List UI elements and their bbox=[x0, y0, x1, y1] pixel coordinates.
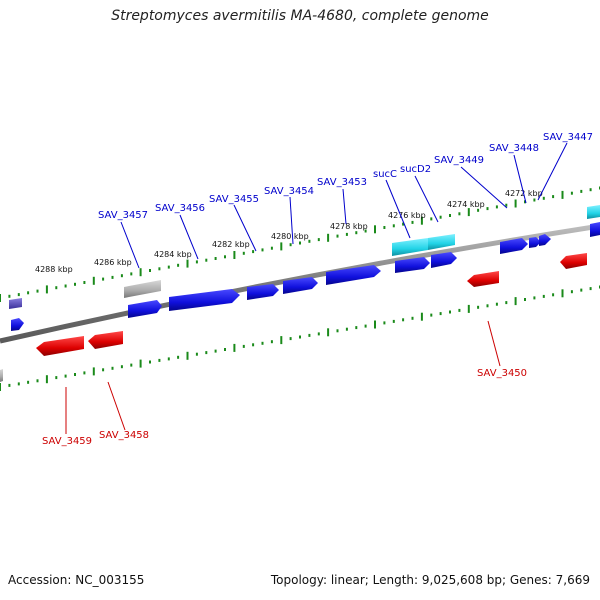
gene-arrow-sav3448[interactable] bbox=[529, 237, 541, 248]
gene-arrow-cyan-edge[interactable] bbox=[587, 205, 600, 219]
gene-label-sav3456[interactable]: SAV_3456 bbox=[155, 203, 205, 214]
gene-arrow-sucd2[interactable] bbox=[428, 234, 455, 250]
gene-arrow-red-edge[interactable] bbox=[560, 253, 587, 269]
scale-label: 4284 kbp bbox=[154, 250, 192, 259]
gene-label-sav3453[interactable]: SAV_3453 bbox=[317, 177, 367, 188]
gene-arrow-sav3450[interactable] bbox=[467, 271, 499, 287]
gene-arrow-sav3447[interactable] bbox=[539, 234, 551, 246]
scale-label: 4280 kbp bbox=[271, 232, 309, 241]
gene-label-sav3455[interactable]: SAV_3455 bbox=[209, 194, 259, 205]
gene-arrow-succ-forward[interactable] bbox=[395, 257, 430, 273]
gene-arrow-gray-edge[interactable] bbox=[0, 369, 3, 382]
gene-arrow-succ[interactable] bbox=[392, 238, 428, 256]
gene-arrow-sav3453[interactable] bbox=[326, 265, 381, 285]
gene-label-sav3447[interactable]: SAV_3447 bbox=[543, 132, 593, 143]
gene-label-sucd2[interactable]: sucD2 bbox=[400, 164, 431, 175]
gene-arrow-sav3455[interactable] bbox=[247, 284, 279, 300]
gene-label-sav3450[interactable]: SAV_3450 bbox=[477, 368, 527, 379]
gene-label-succ[interactable]: sucC bbox=[373, 169, 397, 180]
genome-title: Streptomyces avermitilis MA-4680, comple… bbox=[111, 8, 489, 24]
label-leader-lines bbox=[65, 142, 568, 434]
gene-label-sav3449[interactable]: SAV_3449 bbox=[434, 155, 484, 166]
gene-label-sav3454[interactable]: SAV_3454 bbox=[264, 186, 314, 197]
scale-label: 4282 kbp bbox=[212, 240, 250, 249]
gene-arrow-sucd2-forward[interactable] bbox=[431, 252, 457, 268]
scale-ticks-upper bbox=[0, 186, 600, 302]
gene-arrow-sav3457[interactable] bbox=[124, 280, 161, 298]
gene-arrow-sav3458[interactable] bbox=[88, 331, 123, 349]
gene-arrow-sav3454[interactable] bbox=[283, 277, 318, 294]
gene-label-sav3458[interactable]: SAV_3458 bbox=[99, 430, 149, 441]
gene-arrow-sav3457-forward[interactable] bbox=[128, 300, 162, 318]
scale-label: 4288 kbp bbox=[35, 265, 73, 274]
scale-label: 4286 kbp bbox=[94, 258, 132, 267]
gene-label-sav3457[interactable]: SAV_3457 bbox=[98, 210, 148, 221]
gene-arrow-blue-edge[interactable] bbox=[590, 222, 600, 237]
scale-label: 4274 kbp bbox=[447, 200, 485, 209]
reverse-genes bbox=[0, 253, 587, 382]
scale-labels: 4288 kbp 4286 kbp 4284 kbp 4282 kbp 4280… bbox=[35, 189, 543, 274]
forward-genes bbox=[9, 205, 600, 331]
gene-arrow-purple-edge[interactable] bbox=[9, 298, 24, 331]
scale-label: 4278 kbp bbox=[330, 222, 368, 231]
forward-gene-labels: SAV_3457 SAV_3456 SAV_3455 SAV_3454 SAV_… bbox=[98, 132, 593, 221]
scale-ticks-lower bbox=[0, 285, 600, 391]
accession-text: Accession: NC_003155 bbox=[8, 573, 145, 587]
gene-label-sav3459[interactable]: SAV_3459 bbox=[42, 436, 92, 447]
gene-arrow-sav3459[interactable] bbox=[36, 336, 84, 356]
genome-summary-text: Topology: linear; Length: 9,025,608 bp; … bbox=[270, 573, 590, 587]
scale-label: 4276 kbp bbox=[388, 211, 426, 220]
gene-label-sav3448[interactable]: SAV_3448 bbox=[489, 143, 539, 154]
gene-arrow-sav3449[interactable] bbox=[500, 238, 528, 254]
reverse-gene-labels: SAV_3459 SAV_3458 SAV_3450 bbox=[42, 368, 527, 447]
gene-arrow-sav3456[interactable] bbox=[169, 289, 240, 311]
